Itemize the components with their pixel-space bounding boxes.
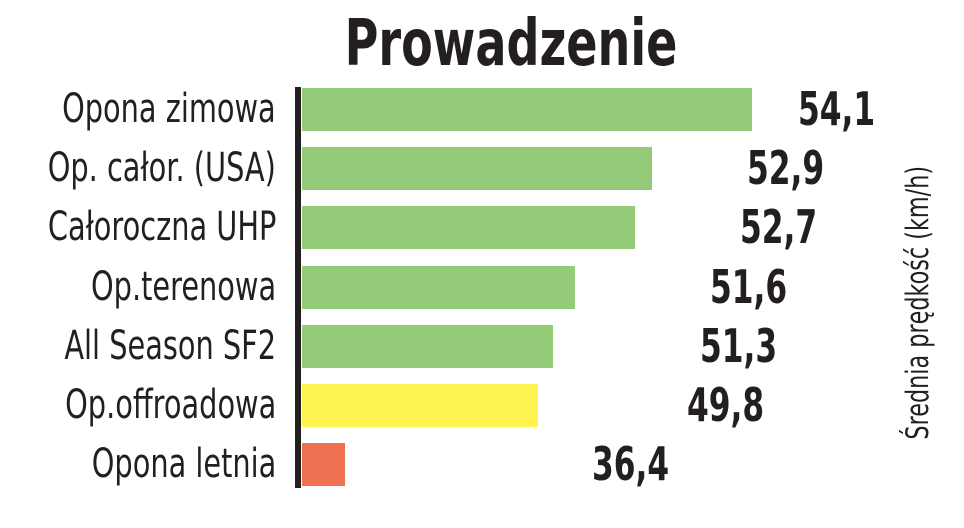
category-label: Całoroczna UHP [47,204,276,250]
category-label: All Season SF2 [64,323,276,369]
axis-title: Średnia prędkość (km/h) [900,165,936,440]
value-label: 52,9 [747,141,825,195]
bar-op-calor-usa [302,147,652,190]
chart-title: Prowadzenie [344,7,678,81]
bar-all-season-sf2 [302,325,553,368]
y-axis-line [295,87,301,488]
bar-op-terenowa [302,266,575,309]
bar-opona-zimowa [302,88,752,131]
value-label: 54,1 [798,82,876,136]
value-label: 49,8 [687,378,765,432]
bar-op-offroadowa [302,384,538,427]
category-label: Opona letnia [91,441,276,487]
category-label: Op.terenowa [90,264,276,310]
category-label: Op. całor. (USA) [47,145,276,191]
value-label: 51,6 [710,260,788,314]
category-label: Opona zimowa [62,86,276,132]
bar-caloroczna-uhp [302,206,635,249]
category-label: Op.offroadowa [64,382,276,428]
value-label: 51,3 [700,319,778,373]
value-label: 36,4 [592,437,670,491]
bar-opona-letnia [302,443,345,486]
value-label: 52,7 [740,200,818,254]
